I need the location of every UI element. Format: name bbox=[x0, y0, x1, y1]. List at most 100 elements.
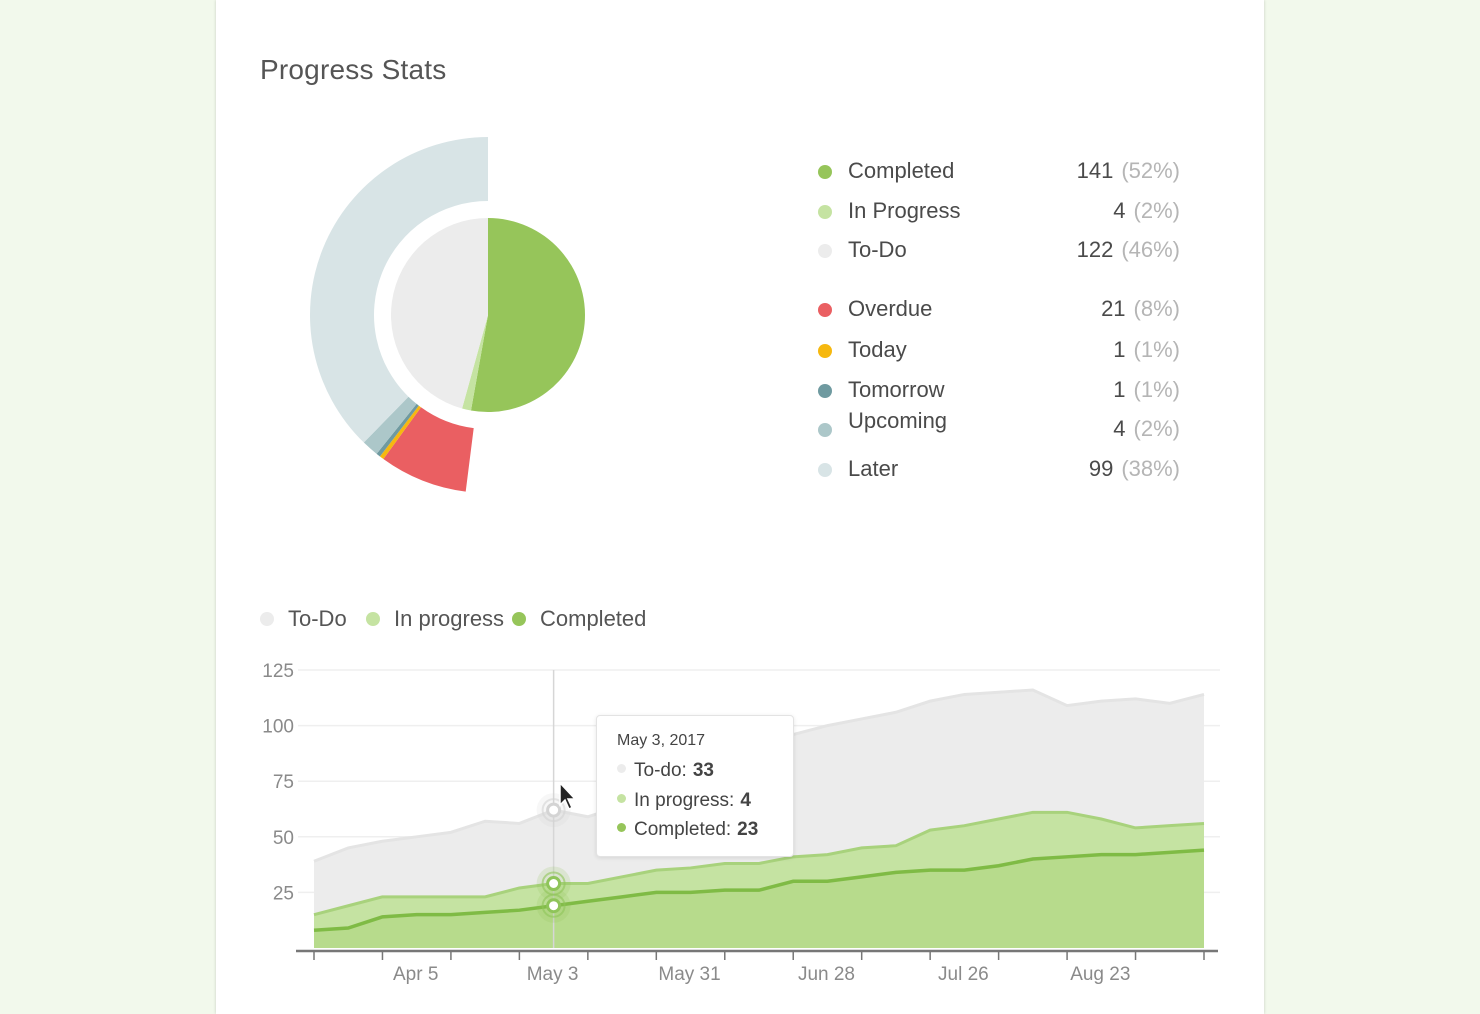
legend-count: 99 bbox=[1088, 456, 1114, 481]
legend-percent: (38%) bbox=[1121, 456, 1180, 481]
tooltip-row-completed: Completed: 23 bbox=[617, 819, 758, 841]
legend-dot-icon bbox=[818, 303, 832, 317]
tooltip-label-in-progress: In progress: bbox=[634, 790, 735, 811]
ring-segment-today[interactable] bbox=[379, 405, 421, 460]
area-series-in-progress[interactable] bbox=[314, 812, 1204, 931]
tooltip-row-todo: To-do: 33 bbox=[617, 760, 714, 782]
series-dot-icon bbox=[260, 612, 274, 626]
legend-count: 21 bbox=[1101, 296, 1126, 321]
y-tick-label: 50 bbox=[273, 828, 294, 849]
tooltip-dot-in-progress bbox=[617, 794, 626, 804]
series-legend-label: To-Do bbox=[288, 606, 347, 631]
legend-count: 1 bbox=[1113, 377, 1126, 402]
legend-value: 4 (2%) bbox=[1113, 198, 1180, 224]
progress-stats-card: Progress Stats Completed 141 (52%) In Progr… bbox=[216, 0, 1264, 1014]
ring-segment-upcoming[interactable] bbox=[363, 396, 417, 454]
legend-dot-icon bbox=[818, 344, 832, 358]
hover-ring-completed bbox=[541, 893, 566, 918]
line-series-in-progress bbox=[313, 810, 1205, 917]
tooltip-date: May 3, 2017 bbox=[617, 732, 706, 749]
series-legend-label: In progress bbox=[394, 606, 505, 631]
legend-percent: (52%) bbox=[1121, 158, 1180, 183]
ring-segment-tomorrow[interactable] bbox=[376, 403, 419, 457]
hover-point-todo[interactable] bbox=[546, 802, 562, 818]
legend-value: 1 (1%) bbox=[1113, 377, 1180, 403]
legend-item-upcoming[interactable]: Upcoming 4 (2%) bbox=[818, 408, 1180, 444]
tooltip-label-todo: To-do: bbox=[634, 760, 687, 781]
legend-item-later[interactable]: Later 99 (38%) bbox=[818, 454, 1180, 484]
legend-percent: (2%) bbox=[1133, 198, 1180, 223]
legend-dot-icon bbox=[818, 384, 832, 398]
legend-count: 1 bbox=[1113, 337, 1126, 362]
hover-point-completed[interactable] bbox=[546, 898, 562, 914]
series-dot-icon bbox=[366, 612, 380, 626]
legend-label: Later bbox=[848, 456, 899, 481]
pie-slice-in-progress[interactable] bbox=[462, 315, 488, 411]
area-series-completed[interactable] bbox=[314, 850, 1204, 948]
legend-percent: (46%) bbox=[1121, 237, 1180, 262]
legend-item-overdue[interactable]: Overdue 21 (8%) bbox=[818, 294, 1180, 324]
legend-label: Overdue bbox=[848, 296, 933, 321]
mouse-pointer-icon bbox=[559, 782, 577, 811]
x-tick-label: May 31 bbox=[658, 964, 720, 985]
page-title: Progress Stats bbox=[260, 54, 447, 85]
series-legend-label: Completed bbox=[540, 606, 647, 631]
x-tick-label: May 3 bbox=[527, 964, 579, 985]
legend-label: Completed bbox=[848, 158, 955, 183]
legend-label: Upcoming bbox=[848, 408, 948, 433]
legend-dot-icon bbox=[818, 463, 832, 477]
tooltip-dot-completed bbox=[617, 823, 626, 833]
legend-label: Today bbox=[848, 337, 907, 362]
chart-tooltip: May 3, 2017 To-do: 33 In progress: 4 Compl… bbox=[596, 715, 794, 857]
ring-segment-later[interactable] bbox=[309, 137, 488, 443]
x-tick-label: Apr 5 bbox=[393, 964, 438, 985]
legend-percent: (1%) bbox=[1133, 377, 1180, 402]
legend-percent: (1%) bbox=[1133, 337, 1180, 362]
legend-label: Tomorrow bbox=[848, 377, 945, 402]
series-dot-icon bbox=[512, 612, 526, 626]
legend-count: 122 bbox=[1076, 237, 1114, 262]
pie-slice-completed[interactable] bbox=[470, 218, 586, 413]
pie-slice-to-do[interactable] bbox=[391, 218, 488, 409]
x-tick-label: Aug 23 bbox=[1070, 964, 1130, 985]
legend-item-completed[interactable]: Completed 141 (52%) bbox=[818, 156, 1180, 186]
tooltip-value-completed: 23 bbox=[737, 819, 759, 840]
y-tick-label: 125 bbox=[262, 661, 294, 682]
legend-count: 4 bbox=[1113, 198, 1126, 223]
tooltip-label-completed: Completed: bbox=[634, 819, 732, 840]
legend-dot-icon bbox=[818, 244, 832, 258]
tooltip-dot-todo bbox=[617, 764, 626, 774]
hover-point-in-progress[interactable] bbox=[546, 876, 562, 892]
y-tick-label: 25 bbox=[273, 883, 294, 904]
tooltip-row-in-progress: In progress: 4 bbox=[617, 790, 751, 812]
legend-dot-icon bbox=[818, 165, 832, 179]
x-tick-label: Jun 28 bbox=[798, 964, 855, 985]
legend-value: 1 (1%) bbox=[1113, 337, 1180, 363]
legend-percent: (8%) bbox=[1133, 296, 1180, 321]
legend-count: 4 bbox=[1113, 416, 1126, 441]
ring-segment-overdue[interactable] bbox=[383, 407, 474, 492]
area-chart: 25 50 75 100 125 Apr 5 May 3 May 31 Jun 28 Jul 26… bbox=[262, 661, 1220, 985]
legend-value: 21 (8%) bbox=[1101, 296, 1180, 322]
legend-value: 99 (38%) bbox=[1089, 456, 1180, 482]
legend-percent: (2%) bbox=[1133, 416, 1180, 441]
tooltip-value-todo: 33 bbox=[692, 760, 714, 781]
legend-item-tomorrow[interactable]: Tomorrow 1 (1%) bbox=[818, 375, 1180, 405]
legend-item-today[interactable]: Today 1 (1%) bbox=[818, 335, 1180, 365]
donut-chart bbox=[309, 137, 586, 492]
legend-value: 122 (46%) bbox=[1077, 237, 1180, 263]
line-series-completed bbox=[313, 848, 1205, 932]
y-tick-label: 100 bbox=[262, 717, 294, 738]
y-tick-label: 75 bbox=[273, 772, 294, 793]
legend-item-to-do[interactable]: To-Do 122 (46%) bbox=[818, 235, 1180, 265]
legend-dot-icon bbox=[818, 205, 832, 219]
x-tick-label: Jul 26 bbox=[938, 964, 989, 985]
legend-label: In Progress bbox=[848, 198, 961, 223]
legend-value: 141 (52%) bbox=[1077, 158, 1180, 184]
legend-item-in-progress[interactable]: In Progress 4 (2%) bbox=[818, 196, 1180, 226]
tooltip-value-in-progress: 4 bbox=[740, 790, 751, 811]
hover-ring-todo bbox=[541, 798, 566, 823]
legend-dot-icon bbox=[818, 423, 832, 437]
legend-value: 4 (2%) bbox=[1113, 416, 1180, 442]
legend-count: 141 bbox=[1076, 158, 1114, 183]
